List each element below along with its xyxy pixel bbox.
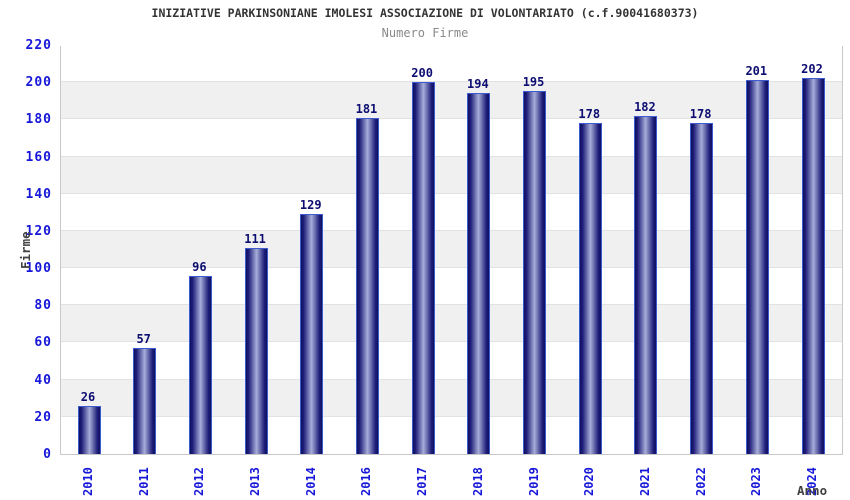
bar xyxy=(355,117,379,454)
bar-value-label: 96 xyxy=(192,259,207,274)
bar xyxy=(801,78,825,454)
y-tick-label: 160 xyxy=(25,149,52,165)
y-tick-label: 0 xyxy=(43,447,52,462)
x-tick-label: 2017 xyxy=(415,467,430,496)
x-tick-label: 2023 xyxy=(749,467,764,496)
x-tick-label: 2014 xyxy=(303,467,318,496)
y-tick-label: 40 xyxy=(34,372,52,388)
plot-band xyxy=(61,268,842,306)
bar xyxy=(634,115,658,454)
bar-value-label: 57 xyxy=(136,332,151,347)
bar xyxy=(467,93,491,454)
plot-band xyxy=(61,45,842,83)
x-tick-label: 2019 xyxy=(526,467,541,496)
gridline xyxy=(61,155,842,157)
y-tick-label: 200 xyxy=(25,75,52,91)
bar-value-label: 178 xyxy=(689,107,712,122)
plot-band xyxy=(61,416,842,454)
plot-area xyxy=(60,45,843,455)
bar xyxy=(188,275,212,454)
bar-value-label: 202 xyxy=(801,62,823,77)
plot-band xyxy=(61,156,842,194)
bar-value-label: 181 xyxy=(355,101,378,116)
bar-value-label: 178 xyxy=(578,107,601,122)
x-tick-label: 2013 xyxy=(248,467,263,496)
y-tick-label: 80 xyxy=(34,298,52,314)
plot-band xyxy=(61,230,842,269)
bar-value-label: 182 xyxy=(634,99,656,114)
plot-band xyxy=(61,379,842,417)
gridline xyxy=(61,304,842,306)
x-tick-label: 2011 xyxy=(136,467,151,496)
bar-value-label: 200 xyxy=(411,66,433,81)
x-tick-label: 2022 xyxy=(693,467,708,496)
bar xyxy=(578,123,602,454)
bar xyxy=(133,348,157,454)
y-tick-label: 120 xyxy=(25,223,52,239)
gridline xyxy=(61,81,842,83)
gridline xyxy=(61,378,842,380)
x-tick-label: 2012 xyxy=(192,467,207,496)
gridline xyxy=(61,415,842,417)
chart-subtitle: Numero Firme xyxy=(381,26,469,40)
y-tick-label: 60 xyxy=(34,335,52,351)
y-axis-label: Firme xyxy=(18,231,33,269)
bar-value-label: 111 xyxy=(244,231,266,246)
chart-title: INIZIATIVE PARKINSONIANE IMOLESI ASSOCIA… xyxy=(151,6,699,20)
plot-band xyxy=(61,119,842,157)
gridline xyxy=(61,229,842,231)
bar-value-label: 129 xyxy=(299,198,322,213)
plot-band xyxy=(61,305,842,343)
bar xyxy=(411,82,435,454)
plot-band xyxy=(61,342,842,380)
gridline xyxy=(61,341,842,343)
bar xyxy=(244,247,268,454)
bar-value-label: 195 xyxy=(522,75,545,90)
bar xyxy=(745,80,769,454)
plot-band xyxy=(61,193,842,231)
bar-value-label: 201 xyxy=(745,64,768,79)
bar-value-label: 26 xyxy=(80,389,96,404)
y-tick-label: 220 xyxy=(25,38,52,53)
y-tick-label: 100 xyxy=(25,261,52,277)
bar-value-label: 194 xyxy=(467,77,489,92)
x-tick-label: 2010 xyxy=(81,467,95,496)
x-tick-label: 2021 xyxy=(637,467,652,496)
y-tick-label: 20 xyxy=(34,409,52,425)
gridline xyxy=(61,118,842,120)
y-tick-label: 180 xyxy=(25,112,52,128)
bar xyxy=(300,214,324,454)
x-tick-label: 2020 xyxy=(582,467,597,496)
x-tick-label: 2018 xyxy=(470,467,485,496)
x-tick-label: 2016 xyxy=(359,467,374,496)
bar xyxy=(690,123,714,454)
x-axis-label: Anno xyxy=(797,483,828,498)
gridline xyxy=(61,192,842,194)
gridline xyxy=(61,267,842,269)
plot-band xyxy=(61,82,842,120)
y-tick-label: 140 xyxy=(25,186,52,202)
bar xyxy=(77,405,101,454)
bar xyxy=(523,91,547,454)
